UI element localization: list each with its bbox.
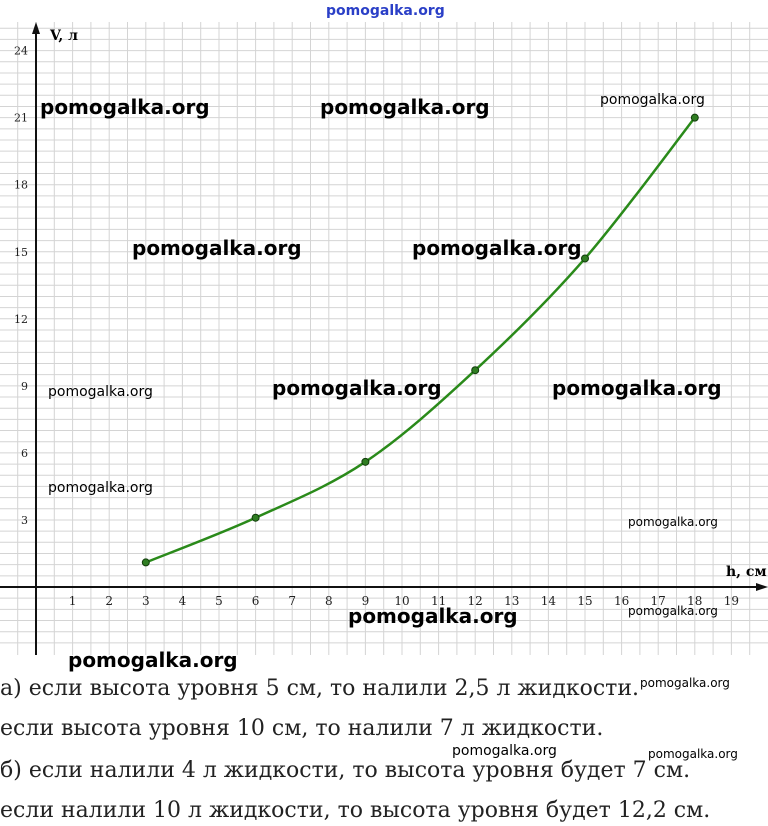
watermark: pomogalka.org [348, 604, 518, 628]
x-tick-label: 5 [215, 594, 223, 608]
y-tick-label: 9 [21, 380, 28, 393]
data-point [690, 113, 699, 122]
y-tick-label: 3 [21, 514, 28, 527]
x-tick-label: 7 [288, 594, 296, 608]
watermark: pomogalka.org [48, 384, 153, 400]
answer-line-4: если налили 10 л жидкости, то высота уро… [0, 798, 711, 823]
answer-line-3: б) если налили 4 л жидкости, то высота у… [0, 758, 691, 783]
y-tick-label: 6 [21, 447, 28, 460]
grid [0, 22, 768, 655]
data-point [141, 558, 150, 567]
x-axis-arrow [756, 583, 768, 591]
x-tick-label: 10 [394, 594, 409, 608]
watermark: pomogalka.org [628, 515, 718, 529]
y-tick-label: 12 [14, 313, 28, 326]
tick-labels: 1 2 3 4 5 6 7 8 9 10 11 12 13 14 15 16 17 18 1936912151821… [14, 45, 739, 608]
watermark: pomogalka.org [68, 648, 238, 672]
x-tick-label: 9 [362, 594, 370, 608]
x-axis-label: h, см [726, 564, 767, 580]
watermark: pomogalka.org [412, 236, 582, 260]
y-tick-label: 24 [14, 45, 28, 58]
x-tick-label: 6 [252, 594, 260, 608]
x-tick-label: 18 [687, 594, 702, 608]
watermark: pomogalka.org [48, 480, 153, 496]
y-tick-label: 21 [14, 112, 28, 125]
y-axis-arrow [32, 22, 40, 34]
axes [0, 22, 768, 655]
watermark: pomogalka.org [320, 95, 490, 119]
x-tick-label: 16 [614, 594, 629, 608]
answer-line-1: а) если высота уровня 5 см, то налили 2,… [0, 676, 640, 701]
watermark: pomogalka.org [452, 743, 557, 759]
x-tick-label: 17 [651, 594, 666, 608]
data-point [251, 513, 260, 522]
watermark: pomogalka.org [628, 604, 718, 618]
site-label: pomogalka.org [326, 3, 445, 19]
watermark: pomogalka.org [272, 376, 442, 400]
y-tick-label: 18 [14, 179, 28, 192]
x-tick-label: 12 [468, 594, 483, 608]
watermark: pomogalka.org [132, 236, 302, 260]
x-tick-label: 8 [325, 594, 333, 608]
x-tick-label: 3 [142, 594, 150, 608]
answer-line-2: если высота уровня 10 см, то налили 7 л … [0, 716, 604, 741]
data-point [361, 457, 370, 466]
x-tick-label: 1 [69, 594, 77, 608]
watermark: pomogalka.org [640, 676, 730, 690]
x-tick-label: 2 [105, 594, 113, 608]
series [141, 113, 699, 567]
x-tick-label: 11 [431, 594, 446, 608]
data-point [471, 366, 480, 375]
y-axis-label: V, л [49, 28, 78, 44]
data-point [581, 254, 589, 263]
x-tick-label: 14 [541, 594, 557, 608]
watermark: pomogalka.org [40, 95, 210, 119]
x-tick-label: 4 [179, 594, 187, 608]
volume-height-chart: 1 2 3 4 5 6 7 8 9 10 11 12 13 14 15 16 17 18 1936912151821… [0, 22, 768, 655]
watermark: pomogalka.org [600, 92, 705, 108]
x-tick-label: 19 [724, 594, 739, 608]
watermark: pomogalka.org [648, 747, 738, 761]
watermark: pomogalka.org [552, 376, 722, 400]
x-tick-label: 13 [504, 594, 519, 608]
y-tick-label: 15 [14, 246, 28, 259]
x-tick-label: 15 [577, 594, 592, 608]
